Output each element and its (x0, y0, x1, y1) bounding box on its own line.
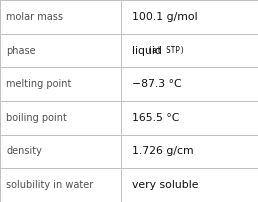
Text: solubility in water: solubility in water (6, 180, 94, 190)
Text: density: density (6, 146, 42, 157)
Text: liquid: liquid (132, 45, 162, 56)
Text: (at STP): (at STP) (143, 46, 184, 55)
Text: 100.1 g/mol: 100.1 g/mol (132, 12, 197, 22)
Text: 1.726 g/cm: 1.726 g/cm (132, 146, 193, 157)
Text: melting point: melting point (6, 79, 72, 89)
Text: very soluble: very soluble (132, 180, 198, 190)
Text: −87.3 °C: −87.3 °C (132, 79, 181, 89)
Text: boiling point: boiling point (6, 113, 67, 123)
Text: phase: phase (6, 45, 36, 56)
Text: 165.5 °C: 165.5 °C (132, 113, 179, 123)
Text: molar mass: molar mass (6, 12, 63, 22)
